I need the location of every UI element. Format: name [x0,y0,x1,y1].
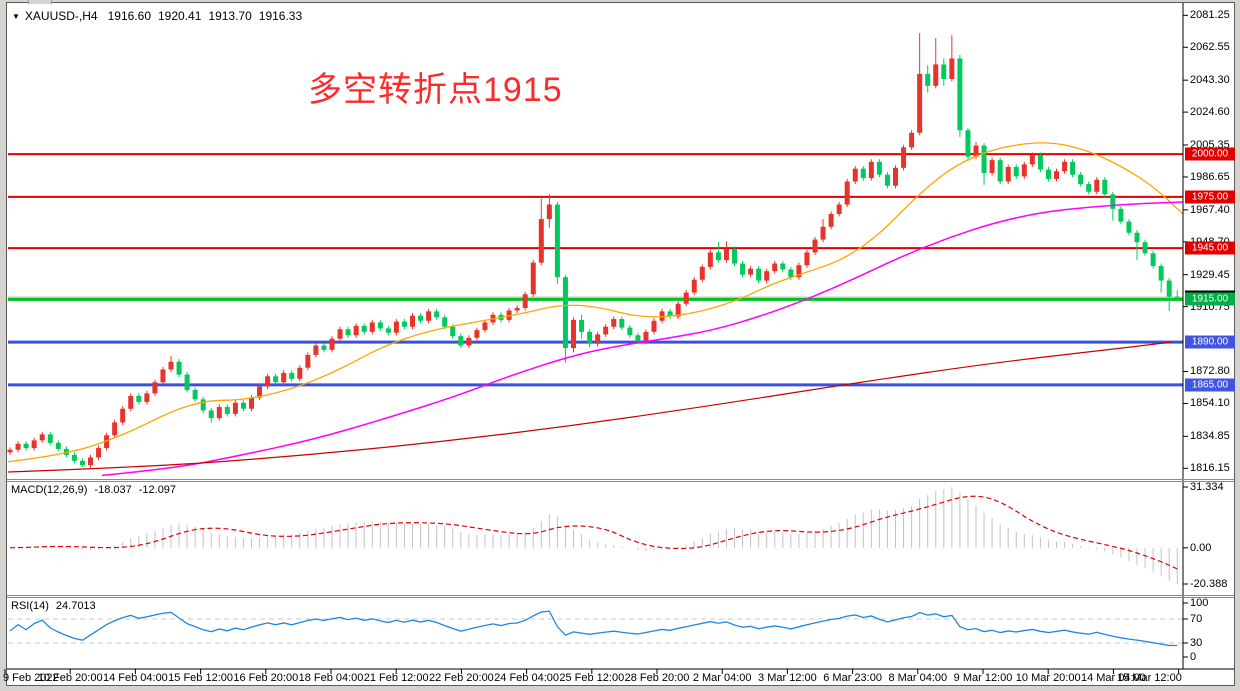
ohlc-close-value: 1916.33 [258,9,303,23]
price-axis-tick: 1929.45 [1190,268,1230,281]
time-axis-label: 10 Feb 20:00 [37,672,103,684]
rsi-axis-tick: 0 [1190,651,1197,663]
rsi-value: 24.7013 [55,600,96,612]
macd-indicator-label: MACD(12,26,9) -18.037 -12.097 [11,484,183,496]
top-notch [28,0,52,4]
symbol-dropdown-icon[interactable]: ▼ [12,11,20,21]
time-axis-label: 10 Mar 20:00 [1015,672,1081,684]
rsi-name: RSI(14) [11,600,49,612]
price-axis-tick: 1872.80 [1190,365,1230,378]
time-axis-label: 16 Feb 20:00 [233,672,299,684]
price-axis-tick: 1967.40 [1190,203,1230,216]
hline-price-label: 1945.00 [1185,241,1235,255]
time-axis-label: 9 Feb 2022 [3,672,59,684]
time-axis-label: 3 Mar 12:00 [758,672,817,684]
ohlc-low-value: 1913.70 [208,9,252,23]
time-axis-label: 28 Feb 20:00 [624,672,690,684]
macd-name: MACD(12,26,9) [11,484,88,496]
price-axis-tick: 1854.10 [1190,397,1230,410]
hline-price-label: 1915.00 [1185,292,1235,306]
chart-title-bar: ▼ XAUUSD-,H4 1916.60 1920.41 1913.70 191… [12,9,309,23]
time-axis-label: 25 Feb 12:00 [559,672,625,684]
macd-main-value: -18.037 [94,484,132,496]
macd-axis-tick: -20.388 [1190,578,1228,590]
chart-background[interactable] [6,2,1235,686]
rsi-indicator-label: RSI(14) 24.7013 [11,600,103,612]
price-axis-tick: 1834.85 [1190,430,1230,443]
price-axis-tick: 1986.65 [1190,170,1230,183]
rsi-axis-tick: 70 [1190,613,1203,625]
time-axis-label: 18 Feb 04:00 [298,672,364,684]
price-axis-tick: 2043.30 [1190,74,1230,87]
hline-price-label: 1890.00 [1185,335,1235,349]
hline-price-label: 1865.00 [1185,378,1235,392]
rsi-axis-tick: 100 [1190,597,1209,609]
time-axis-label: 15 Feb 12:00 [168,672,234,684]
ohlc-open-value: 1916.60 [107,9,151,23]
price-axis-tick: 2062.55 [1190,41,1230,54]
macd-axis-tick: 0.00 [1190,541,1212,554]
time-axis-label: 14 Mar 04:00 [1080,672,1146,684]
time-axis-label: 14 Feb 04:00 [102,672,168,684]
time-axis-label: 6 Mar 23:00 [823,672,882,684]
time-axis-label: 8 Mar 04:00 [888,672,948,684]
price-axis-tick: 2081.25 [1190,9,1230,22]
rsi-axis-tick: 30 [1190,637,1203,649]
time-axis-label: 24 Feb 04:00 [494,672,560,684]
time-axis-label: 15 Mar 12:00 [1117,672,1182,684]
time-axis-label: 21 Feb 12:00 [363,672,429,684]
time-axis-label: 2 Mar 04:00 [692,672,752,684]
annotation-text: 多空转折点1915 [308,71,563,109]
symbol-timeframe-label: XAUUSD-,H4 [24,9,98,23]
macd-axis-tick: 31.334 [1190,481,1224,493]
ohlc-high-value: 1920.41 [158,9,202,23]
macd-signal-value: -12.097 [138,484,177,496]
price-axis-tick: 2024.60 [1190,106,1230,119]
price-axis-tick: 1816.15 [1190,462,1230,475]
hline-price-label: 2000.00 [1185,147,1235,161]
time-axis-label: 9 Mar 12:00 [953,672,1013,684]
hline-price-label: 1975.00 [1185,190,1235,204]
time-axis-label: 22 Feb 20:00 [428,672,494,684]
